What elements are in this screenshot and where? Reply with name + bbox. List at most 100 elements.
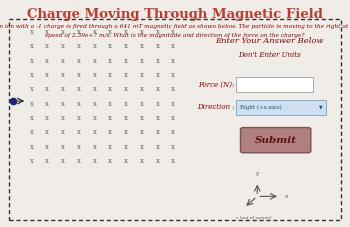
FancyBboxPatch shape	[236, 77, 313, 92]
Text: x: x	[92, 114, 97, 122]
Text: x: x	[171, 157, 175, 165]
Text: y: y	[256, 171, 259, 176]
Text: x: x	[45, 71, 49, 79]
Text: x: x	[124, 114, 128, 122]
Text: Don't Enter Units: Don't Enter Units	[238, 51, 301, 59]
Text: x: x	[108, 128, 112, 136]
Text: x: x	[108, 143, 112, 151]
Text: x: x	[45, 100, 49, 108]
Text: x: x	[124, 128, 128, 136]
Text: x: x	[92, 157, 97, 165]
Text: x: x	[124, 28, 128, 36]
Text: x: x	[61, 143, 65, 151]
Text: x: x	[108, 157, 112, 165]
Text: x: x	[45, 114, 49, 122]
Text: Submit: Submit	[255, 136, 297, 145]
Text: x: x	[171, 85, 175, 93]
Text: x: x	[61, 71, 65, 79]
Text: x: x	[29, 28, 34, 36]
Text: x: x	[124, 143, 128, 151]
Text: x: x	[92, 28, 97, 36]
Text: x: x	[77, 100, 81, 108]
Text: x: x	[155, 128, 160, 136]
Text: x: x	[155, 28, 160, 36]
Text: x: x	[155, 143, 160, 151]
Text: x: x	[92, 71, 97, 79]
Text: x: x	[124, 71, 128, 79]
Text: x: x	[108, 114, 112, 122]
Text: x: x	[140, 42, 144, 50]
Text: x: x	[108, 85, 112, 93]
Text: x: x	[61, 128, 65, 136]
Text: x: x	[140, 85, 144, 93]
Text: x: x	[124, 42, 128, 50]
Text: x: x	[140, 71, 144, 79]
Text: z (out of screen): z (out of screen)	[236, 216, 272, 220]
Text: x: x	[77, 28, 81, 36]
Text: x: x	[140, 100, 144, 108]
Text: x: x	[77, 71, 81, 79]
Text: x: x	[155, 85, 160, 93]
Text: x: x	[285, 194, 288, 199]
Text: x: x	[92, 100, 97, 108]
Text: x: x	[77, 85, 81, 93]
Text: x: x	[155, 100, 160, 108]
Text: x: x	[171, 28, 175, 36]
Text: x: x	[45, 42, 49, 50]
Text: x: x	[29, 71, 34, 79]
Text: Right (+x-axis): Right (+x-axis)	[240, 105, 281, 110]
Text: Enter Your Answer Below: Enter Your Answer Below	[215, 37, 324, 45]
Text: x: x	[29, 157, 34, 165]
Text: x: x	[92, 57, 97, 64]
Text: x: x	[61, 114, 65, 122]
Text: x: x	[92, 143, 97, 151]
Text: x: x	[140, 57, 144, 64]
Text: x: x	[61, 100, 65, 108]
Text: x: x	[155, 57, 160, 64]
Text: x: x	[45, 85, 49, 93]
Text: x: x	[29, 100, 34, 108]
Text: x: x	[140, 28, 144, 36]
Text: x: x	[171, 57, 175, 64]
Text: x: x	[140, 143, 144, 151]
Text: x: x	[140, 157, 144, 165]
Text: x: x	[61, 42, 65, 50]
Text: x: x	[29, 114, 34, 122]
Text: x: x	[124, 157, 128, 165]
FancyBboxPatch shape	[240, 128, 311, 153]
Text: Direction :: Direction :	[197, 103, 234, 111]
Text: x: x	[171, 71, 175, 79]
Text: x: x	[61, 57, 65, 64]
Text: x: x	[92, 42, 97, 50]
Text: x: x	[108, 57, 112, 64]
Text: x: x	[108, 42, 112, 50]
Text: x: x	[77, 114, 81, 122]
Text: x: x	[171, 128, 175, 136]
Text: x: x	[108, 71, 112, 79]
Text: x: x	[45, 157, 49, 165]
Text: x: x	[29, 128, 34, 136]
Text: x: x	[29, 57, 34, 64]
Text: x: x	[155, 114, 160, 122]
Text: x: x	[124, 57, 128, 64]
Text: x: x	[29, 143, 34, 151]
Text: x: x	[77, 143, 81, 151]
Text: x: x	[92, 85, 97, 93]
Text: x: x	[124, 85, 128, 93]
Text: x: x	[92, 128, 97, 136]
Text: x: x	[45, 128, 49, 136]
Text: Charge Moving Through Magnetic Field: Charge Moving Through Magnetic Field	[27, 8, 323, 21]
Text: x: x	[29, 85, 34, 93]
Text: x: x	[61, 28, 65, 36]
Text: x: x	[155, 42, 160, 50]
Text: x: x	[124, 100, 128, 108]
Text: x: x	[155, 71, 160, 79]
Text: x: x	[45, 57, 49, 64]
Text: x: x	[108, 28, 112, 36]
Text: x: x	[140, 114, 144, 122]
Text: x: x	[61, 157, 65, 165]
Text: x: x	[155, 157, 160, 165]
Text: x: x	[45, 143, 49, 151]
Text: x: x	[61, 85, 65, 93]
Text: x: x	[140, 128, 144, 136]
